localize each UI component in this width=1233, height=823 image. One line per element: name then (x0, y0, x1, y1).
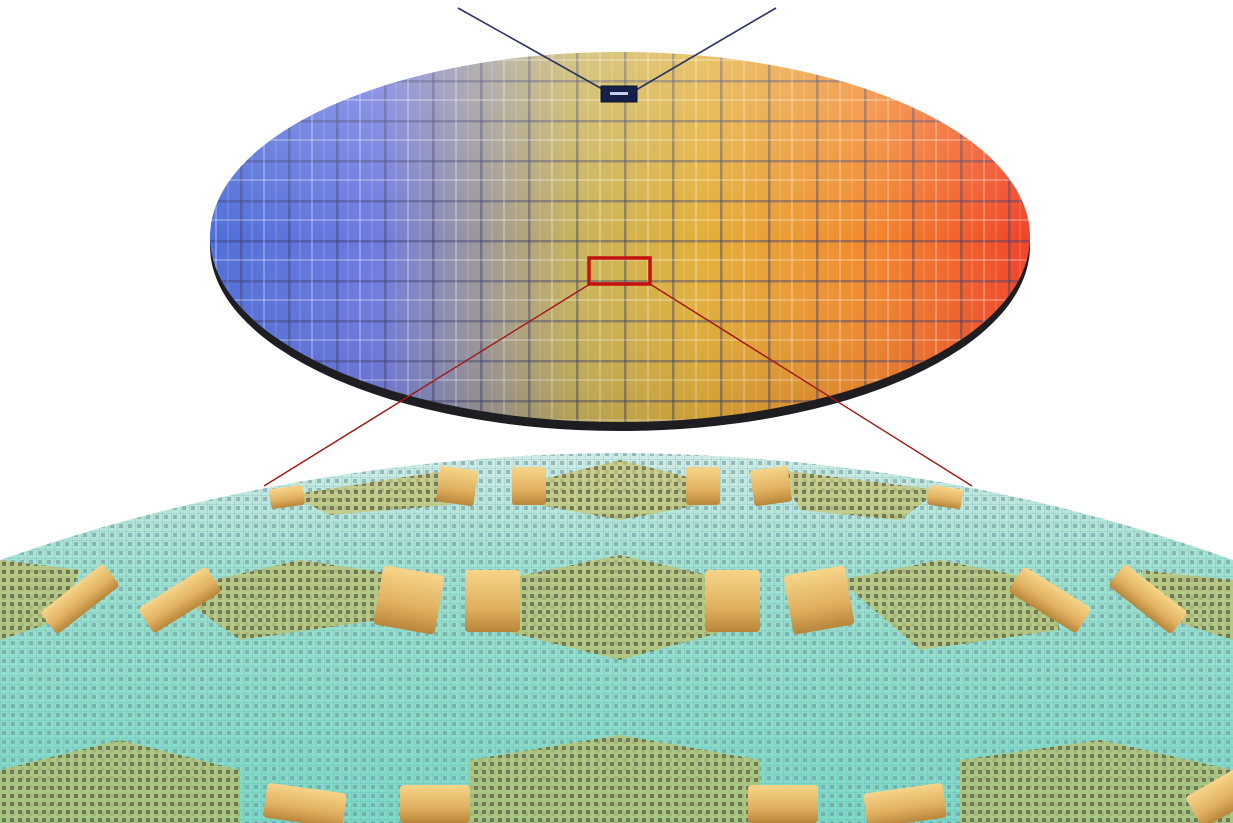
highlight-die-detail (610, 92, 628, 95)
pad (927, 485, 963, 509)
pad (1109, 564, 1187, 634)
pad (139, 567, 221, 633)
pad (1186, 768, 1233, 823)
pad (263, 783, 347, 823)
wafer (210, 52, 1030, 431)
pad (686, 467, 720, 505)
pad (783, 565, 855, 635)
zoomed-surface (0, 453, 1233, 823)
pad (465, 570, 520, 632)
zoom-box (587, 256, 652, 286)
pad (863, 783, 947, 823)
zoom-line (649, 283, 973, 487)
pad (705, 570, 760, 632)
pad (269, 485, 305, 509)
zoom-line (635, 7, 777, 91)
gold-pads (41, 465, 1233, 823)
pad (400, 785, 470, 823)
pad (512, 467, 546, 505)
wafer-shading (210, 52, 1030, 422)
zoom-line (263, 283, 591, 487)
pad (748, 785, 818, 823)
pad (373, 565, 445, 635)
zoom-line (457, 7, 605, 91)
pad (1009, 567, 1091, 633)
pad (750, 465, 792, 507)
pad (41, 564, 119, 634)
pad (436, 465, 478, 507)
